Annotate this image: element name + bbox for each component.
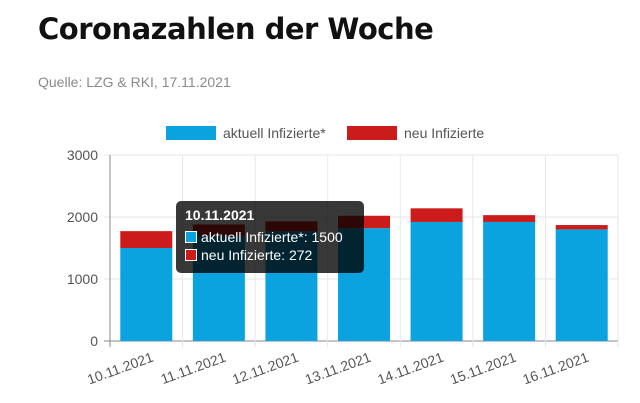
bar-segment-current[interactable] [410,221,463,341]
y-tick-label: 1000 [67,271,98,287]
bar-segment-current[interactable] [483,221,536,341]
legend[interactable]: aktuell Infizierte* neu Infizierte [166,125,484,141]
legend-label-current: aktuell Infizierte* [223,125,326,141]
legend-item-new[interactable]: neu Infizierte [347,125,484,141]
bar-segment-new[interactable] [483,215,536,222]
x-tick-label: 12.11.2021 [230,349,301,388]
tooltip-title: 10.11.2021 [185,207,255,223]
x-axis: 10.11.2021 11.11.2021 12.11.2021 13.11.2021… [85,349,591,388]
y-tick-label: 0 [90,333,98,349]
x-tick-label: 10.11.2021 [85,349,156,388]
tooltip-swatch-current [185,231,197,243]
legend-item-current[interactable]: aktuell Infizierte* [166,125,326,141]
hover-tooltip: 10.11.2021 aktuell Infizierte*: 1500 neu… [176,201,364,273]
tooltip-value-new: neu Infizierte: 272 [201,247,313,263]
bar-segment-current[interactable] [555,229,608,341]
y-tick-label: 3000 [67,147,98,163]
y-axis: 0 1000 2000 3000 [67,147,98,349]
tooltip-value-current: aktuell Infizierte*: 1500 [201,229,343,245]
y-tick-label: 2000 [67,209,98,225]
tooltip-swatch-new [185,249,197,261]
x-tick-label: 13.11.2021 [303,349,374,388]
bar-segment-new[interactable] [555,225,608,230]
tooltip-row-current: aktuell Infizierte*: 1500 [185,228,355,246]
tooltip-row-new: neu Infizierte: 272 [185,246,355,264]
legend-swatch-current [166,126,216,140]
legend-label-new: neu Infizierte [404,125,484,141]
x-tick-label: 16.11.2021 [520,349,591,388]
x-tick-label: 15.11.2021 [448,349,519,388]
bar-segment-current[interactable] [120,248,173,341]
x-tick-label: 11.11.2021 [159,349,229,387]
source-note: Quelle: LZG & RKI, 17.11.2021 [38,74,231,90]
bar-segment-new[interactable] [410,208,463,222]
x-tick-label: 14.11.2021 [375,349,446,388]
page-title: Coronazahlen der Woche [38,12,434,46]
legend-swatch-new [347,126,397,140]
bar-segment-new[interactable] [120,231,173,248]
